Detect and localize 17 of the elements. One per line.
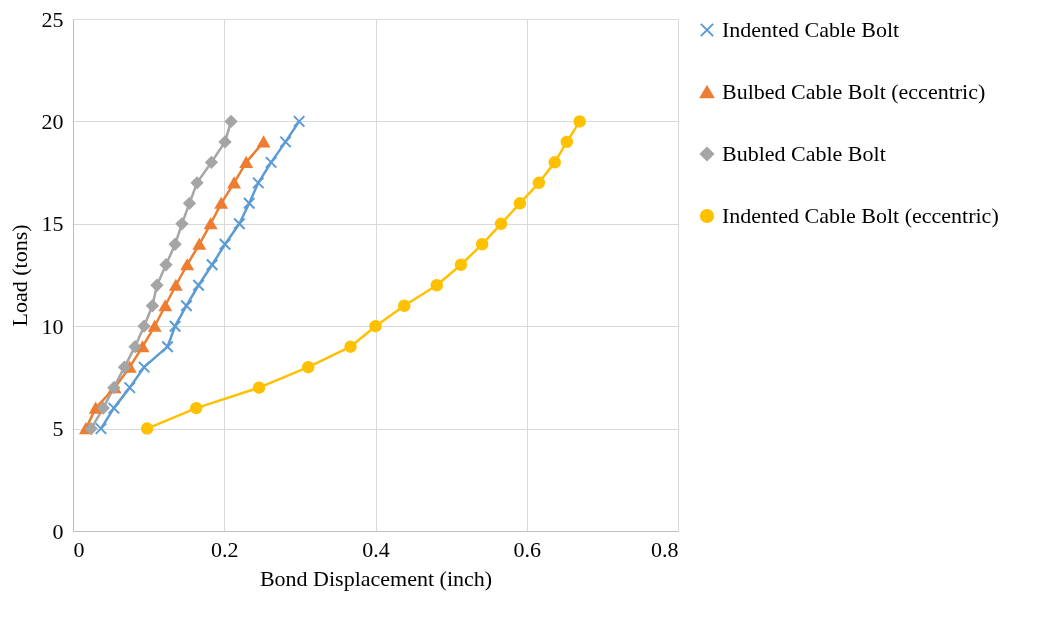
legend-label: Indented Cable Bolt (722, 17, 900, 42)
x-tick-label: 0.2 (211, 536, 239, 562)
y-tick-label: 25 (41, 6, 64, 32)
x-tick-label: 0.4 (362, 536, 390, 562)
legend-label: Bubled Cable Bolt (722, 141, 886, 166)
x-tick-label: 0.6 (513, 536, 541, 562)
legend-label: Bulbed Cable Bolt (eccentric) (722, 79, 986, 104)
x-tick-label: 0 (73, 536, 85, 562)
y-tick-label: 15 (41, 211, 64, 237)
y-tick-label: 20 (41, 108, 64, 134)
y-tick-label: 10 (41, 313, 64, 339)
legend-label: Indented Cable Bolt (eccentric) (722, 203, 999, 228)
y-axis-title: Load (tons) (6, 224, 32, 327)
y-tick-label: 0 (52, 518, 64, 544)
y-tick-label: 5 (52, 416, 64, 442)
x-tick-label: 0.8 (651, 536, 679, 562)
x-axis-title: Bond Displacement (inch) (259, 565, 493, 591)
